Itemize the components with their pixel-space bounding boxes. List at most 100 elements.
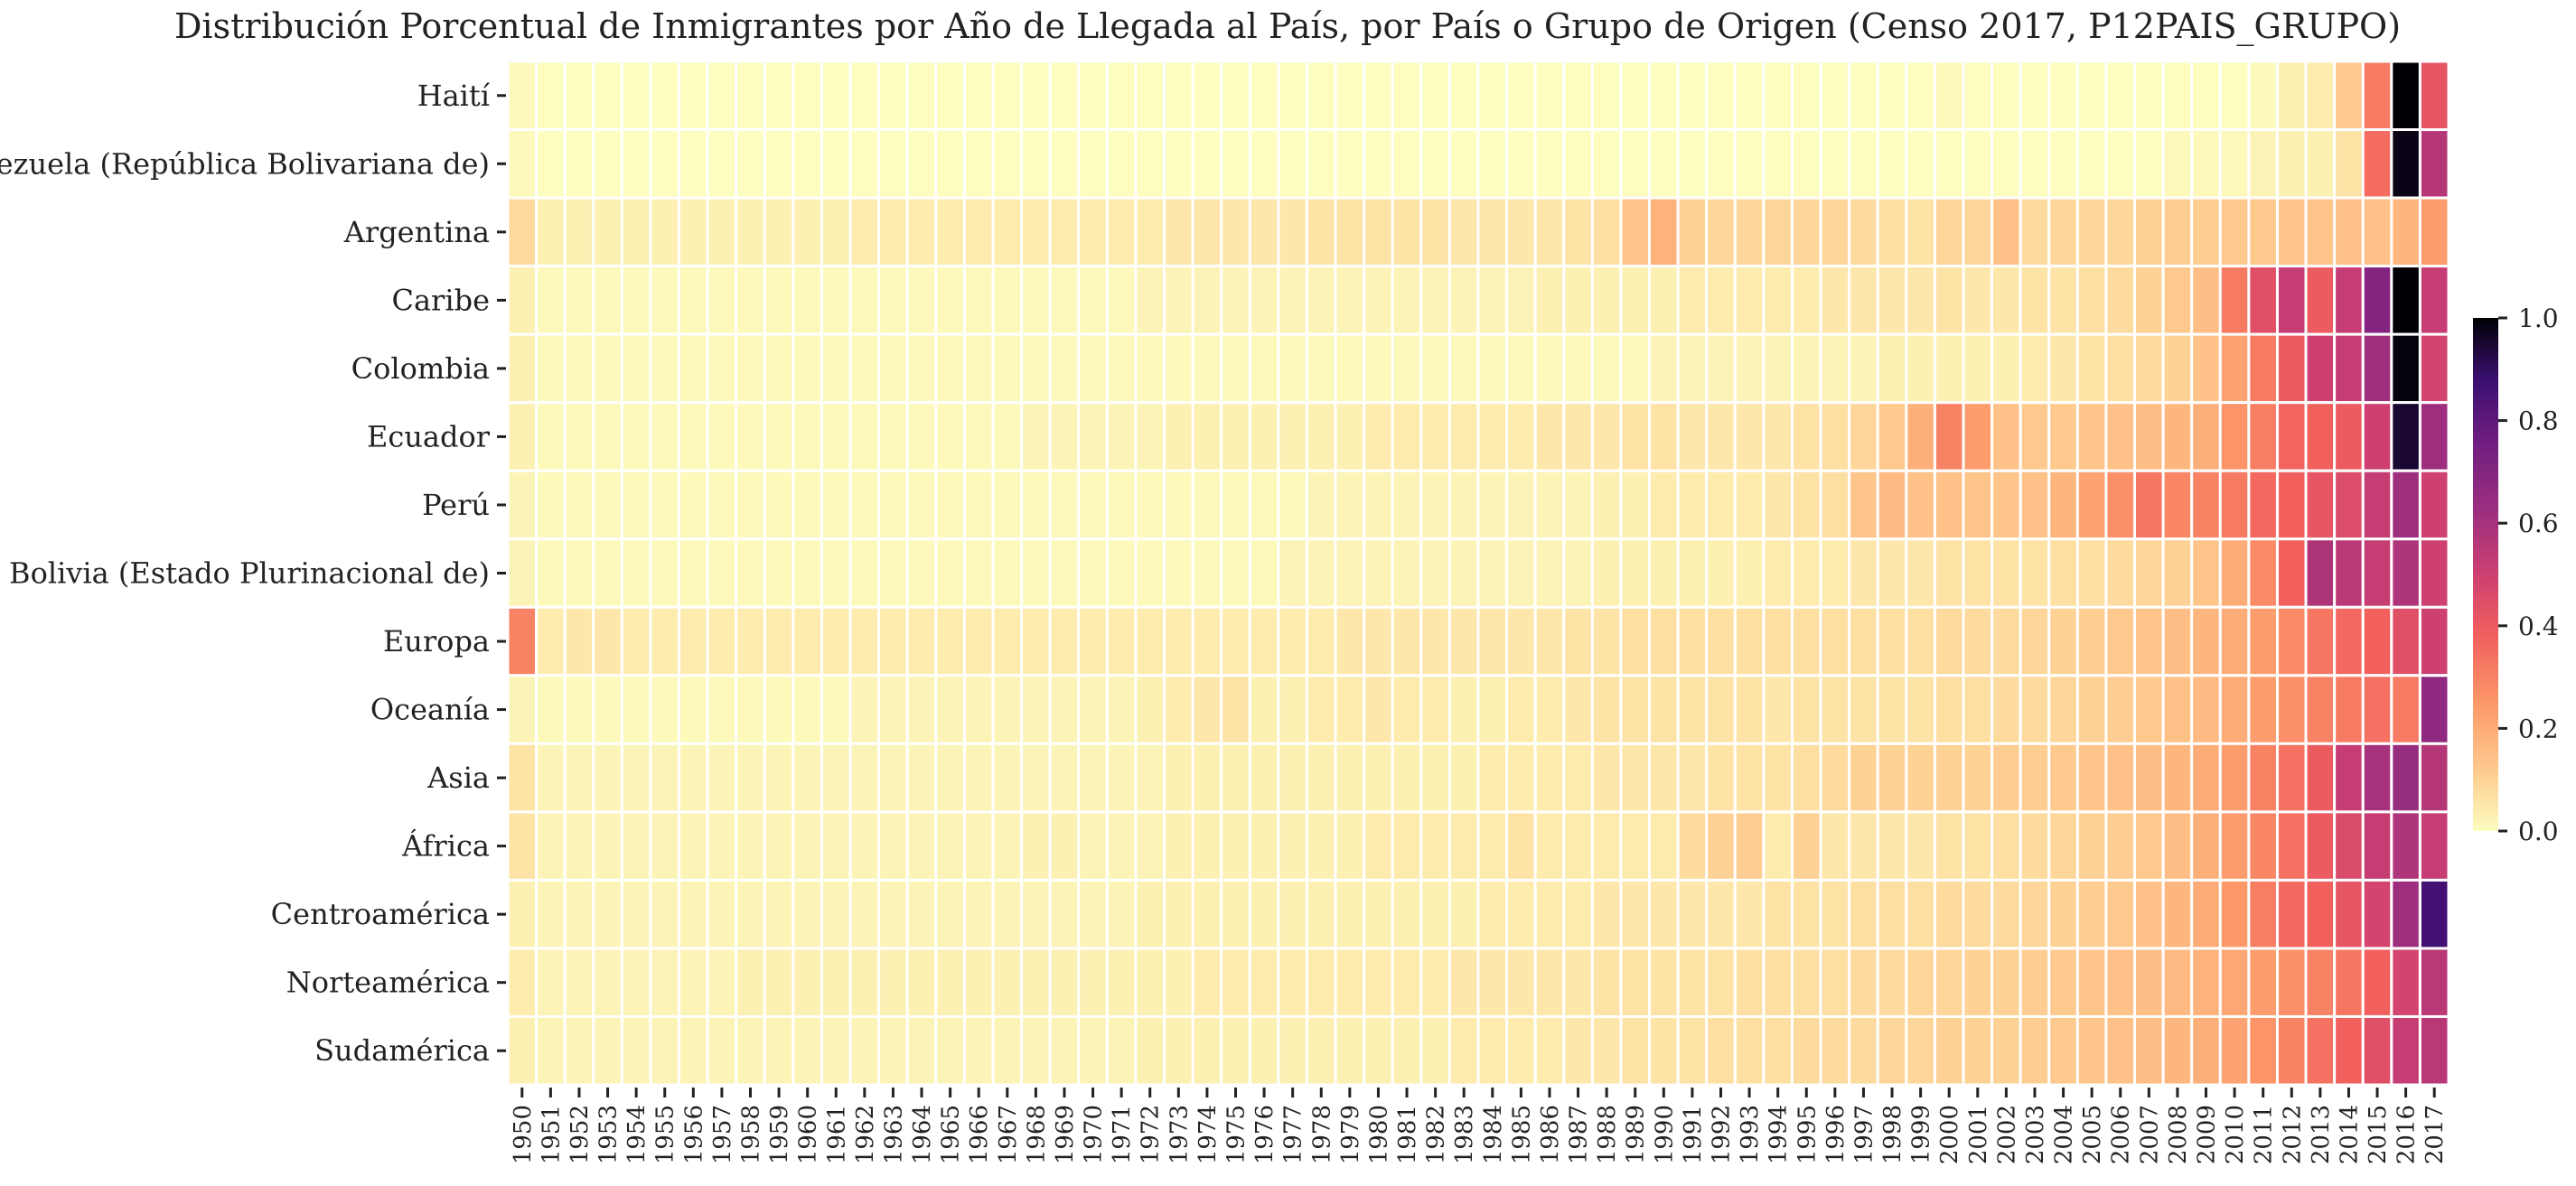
- heatmap-cell: [936, 948, 965, 1017]
- heatmap-cell: [2392, 880, 2421, 948]
- heatmap-cell: [2163, 403, 2192, 472]
- heatmap-cell: [1250, 880, 1279, 948]
- heatmap-cell: [1307, 812, 1335, 881]
- heatmap-cell: [707, 607, 736, 676]
- heatmap-cell: [1650, 334, 1679, 403]
- heatmap-cell: [2335, 130, 2364, 199]
- heatmap-cell: [1279, 130, 1307, 199]
- heatmap-cell: [1821, 61, 1850, 130]
- heatmap-cell: [2335, 948, 2364, 1017]
- heatmap-cell: [1707, 334, 1736, 403]
- heatmap-cell: [1621, 948, 1650, 1017]
- heatmap-cell: [2335, 1016, 2364, 1085]
- heatmap-cell: [1707, 471, 1736, 539]
- heatmap-cell: [2220, 471, 2249, 539]
- heatmap-cell: [1307, 676, 1335, 744]
- heatmap-cell: [679, 948, 708, 1017]
- heatmap-cell: [964, 743, 993, 812]
- heatmap-cell: [1564, 880, 1593, 948]
- heatmap-cell: [1621, 266, 1650, 335]
- row-label: Venezuela (República Bolivariana de): [0, 146, 490, 181]
- heatmap-cell: [1878, 334, 1906, 403]
- heatmap-cell: [2277, 676, 2306, 744]
- heatmap-cell: [622, 266, 651, 335]
- heatmap-cell: [679, 676, 708, 744]
- heatmap-cell: [907, 539, 936, 608]
- heatmap-cell: [2049, 880, 2078, 948]
- heatmap-cell: [964, 676, 993, 744]
- heatmap-cell: [1079, 743, 1108, 812]
- heatmap-cell: [1307, 130, 1335, 199]
- heatmap-cell: [1165, 948, 1194, 1017]
- heatmap-cell: [1592, 880, 1621, 948]
- heatmap-cell: [1421, 198, 1450, 266]
- heatmap-cell: [2135, 607, 2164, 676]
- heatmap-cell: [1535, 676, 1564, 744]
- heatmap-cell: [2049, 334, 2078, 403]
- heatmap-cell: [2163, 948, 2192, 1017]
- heatmap-cell: [508, 607, 537, 676]
- heatmap-cell: [565, 198, 594, 266]
- heatmap-cell: [821, 743, 850, 812]
- heatmap-cell: [1764, 130, 1793, 199]
- heatmap-cell: [964, 130, 993, 199]
- heatmap-cell: [2335, 743, 2364, 812]
- heatmap-cell: [2277, 61, 2306, 130]
- heatmap-cell: [2363, 403, 2392, 472]
- heatmap-cell: [1906, 812, 1935, 881]
- heatmap-cell: [879, 471, 908, 539]
- heatmap-cell: [2135, 948, 2164, 1017]
- heatmap-cell: [1421, 130, 1450, 199]
- heatmap-cell: [1279, 948, 1307, 1017]
- heatmap-cell: [1421, 471, 1450, 539]
- column-label: 1975: [1223, 1105, 1251, 1164]
- heatmap-cell: [1079, 130, 1108, 199]
- heatmap-cell: [622, 61, 651, 130]
- heatmap-cell: [1821, 743, 1850, 812]
- column-label: 1981: [1394, 1105, 1421, 1164]
- heatmap-cell: [1906, 334, 1935, 403]
- heatmap-cell: [2220, 1016, 2249, 1085]
- heatmap-cell: [2335, 198, 2364, 266]
- heatmap-cell: [907, 130, 936, 199]
- heatmap-cell: [2306, 266, 2335, 335]
- heatmap-cell: [2192, 266, 2221, 335]
- heatmap-cell: [1821, 266, 1850, 335]
- heatmap-cell: [1421, 743, 1450, 812]
- column-label: 1965: [938, 1105, 965, 1164]
- heatmap-cell: [2277, 880, 2306, 948]
- heatmap-cell: [821, 334, 850, 403]
- heatmap-cell: [1335, 471, 1364, 539]
- column-label: 1959: [766, 1105, 793, 1164]
- heatmap-cell: [2135, 130, 2164, 199]
- heatmap-cell: [1621, 61, 1650, 130]
- heatmap-cell: [1592, 948, 1621, 1017]
- heatmap-cell: [879, 403, 908, 472]
- heatmap-cell: [1421, 334, 1450, 403]
- heatmap-cell: [2363, 948, 2392, 1017]
- heatmap-cell: [1279, 266, 1307, 335]
- heatmap-cell: [1392, 198, 1421, 266]
- heatmap-cell: [1250, 607, 1279, 676]
- heatmap-cell: [651, 607, 679, 676]
- heatmap-cell: [537, 607, 566, 676]
- heatmap-cell: [622, 948, 651, 1017]
- heatmap-cell: [736, 198, 765, 266]
- heatmap-cell: [1621, 676, 1650, 744]
- heatmap-cell: [1079, 607, 1108, 676]
- heatmap-cell: [793, 130, 822, 199]
- heatmap-cell: [594, 334, 623, 403]
- heatmap-cell: [821, 61, 850, 130]
- heatmap-cell: [2106, 812, 2135, 881]
- heatmap-cell: [2392, 266, 2421, 335]
- heatmap-cell: [508, 130, 537, 199]
- heatmap-cell: [1250, 403, 1279, 472]
- heatmap-cell: [2220, 812, 2249, 881]
- heatmap-cell: [1764, 880, 1793, 948]
- heatmap-cell: [2106, 1016, 2135, 1085]
- heatmap-cell: [1564, 812, 1593, 881]
- heatmap-cell: [1507, 607, 1536, 676]
- heatmap-cell: [2077, 1016, 2106, 1085]
- heatmap-cell: [2020, 880, 2049, 948]
